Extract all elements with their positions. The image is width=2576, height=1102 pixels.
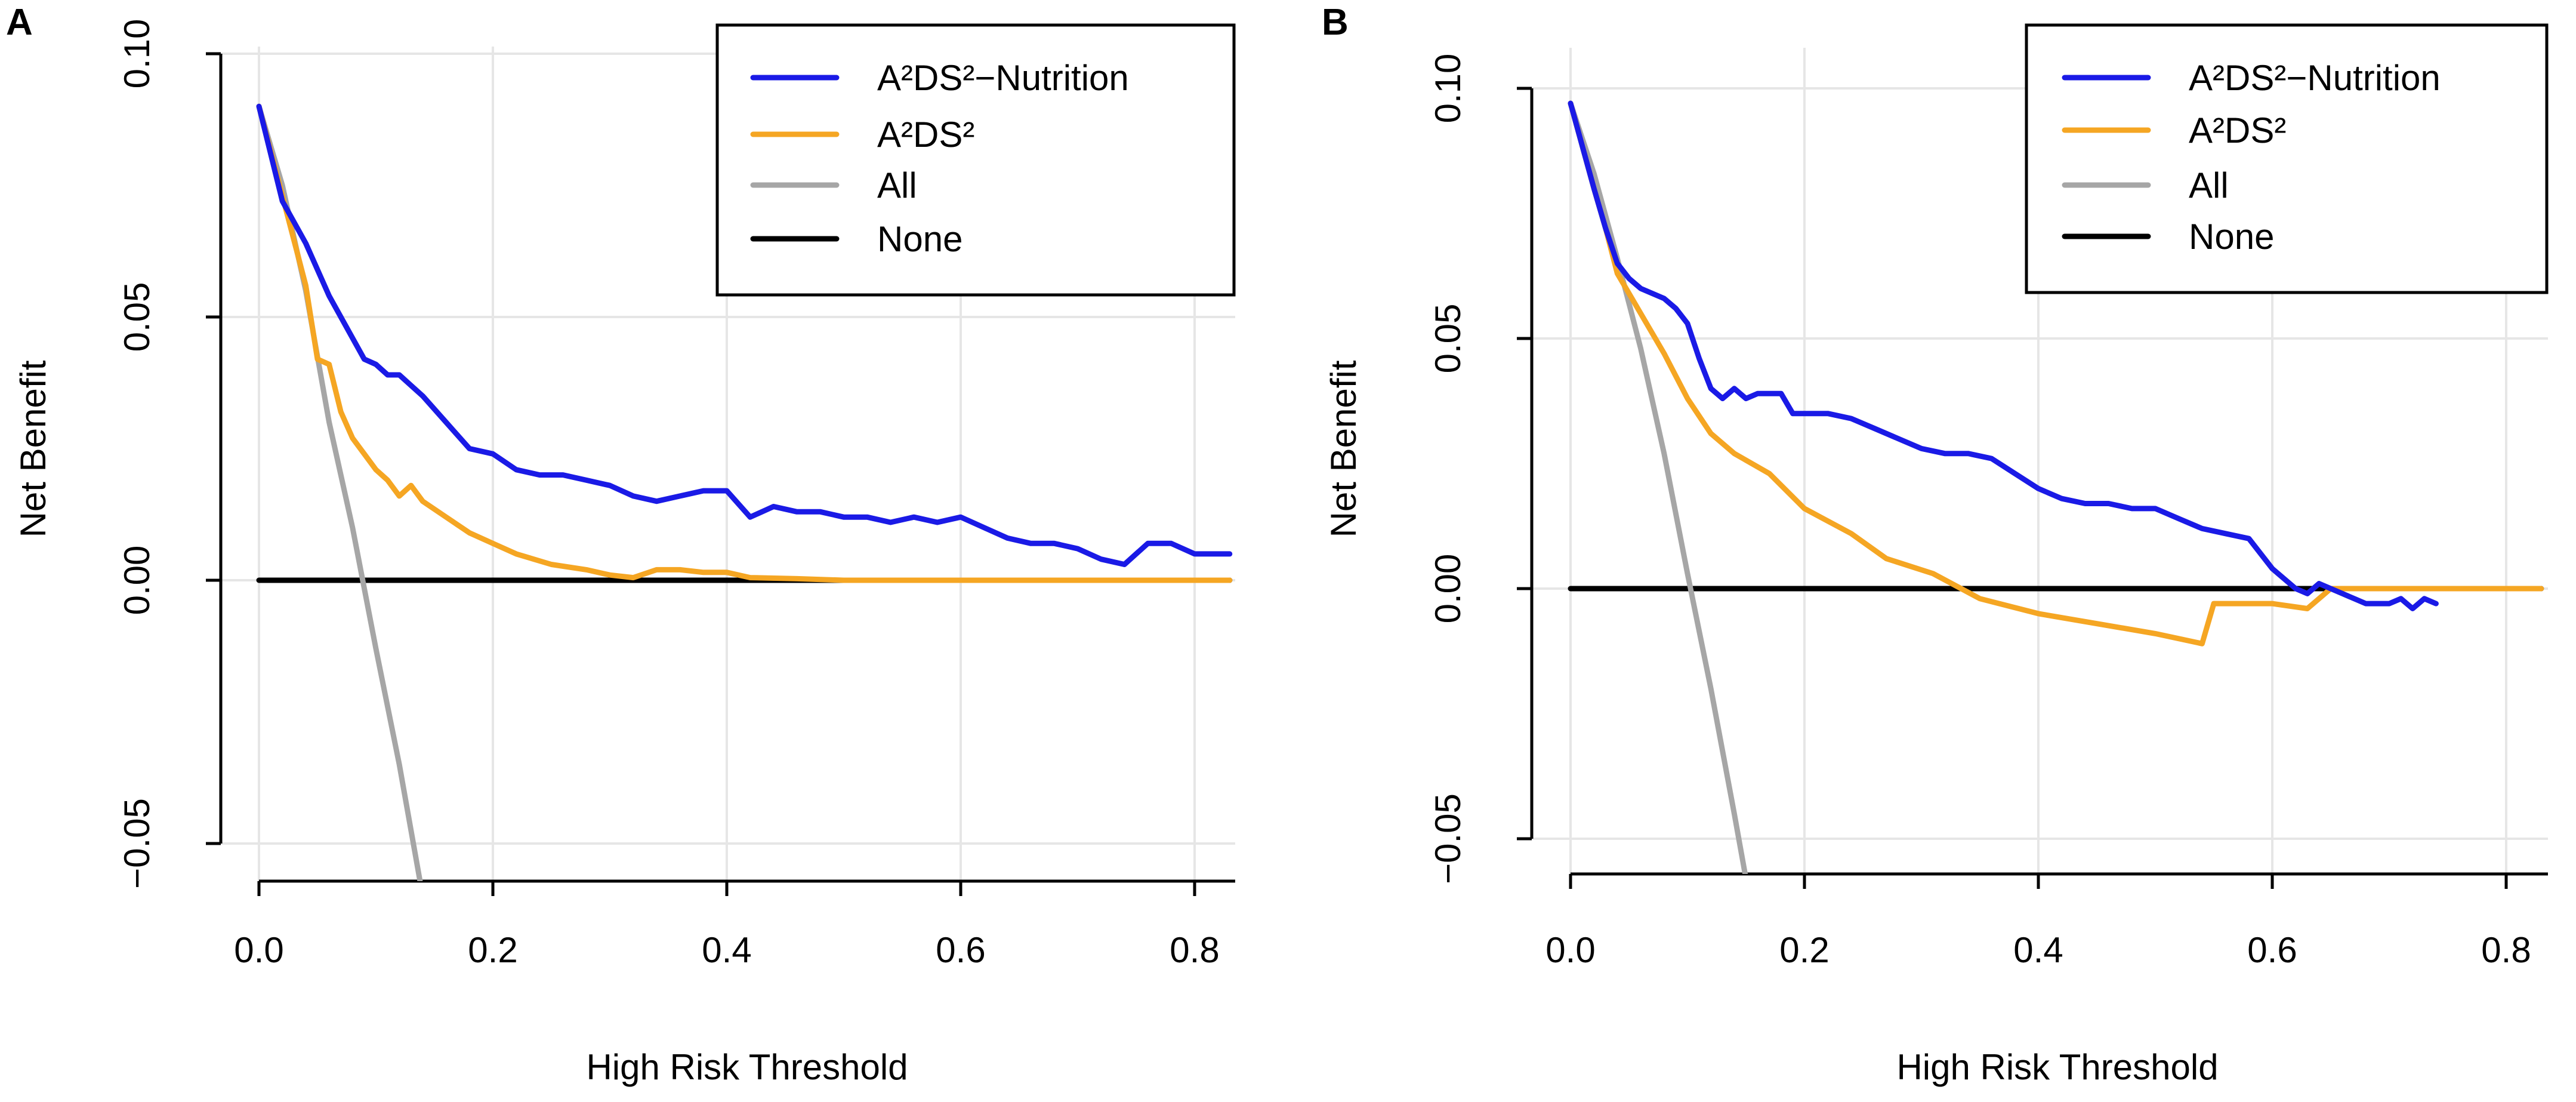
panel-b-xtick-label-04: 0.4: [2013, 930, 2063, 970]
panel-b-x-axis: 0.0 0.2 0.4 0.6 0.8 High Risk Threshold: [1545, 872, 2548, 1087]
panel-a-legend-label-nutrition: A²DS²−Nutrition: [877, 58, 1129, 98]
panel-b-legend-label-all: All: [2189, 165, 2229, 205]
panel-a-legend-label-none: None: [877, 219, 962, 259]
panel-a-xtick-label-04: 0.4: [702, 930, 751, 970]
panel-b-legend-box: [2025, 23, 2549, 294]
panel-b-series-all-line: [1568, 100, 1748, 874]
panel-a-legend: A²DS²−Nutrition A²DS² All None: [715, 23, 1236, 297]
panel-a-series-nutrition-line: [256, 103, 1233, 567]
panel-a-series-a2ds2-line: [256, 103, 1233, 583]
panel-a-x-axis: 0.0 0.2 0.4 0.6 0.8 High Risk Threshold: [234, 879, 1235, 1087]
panel-b-ytick-label-005: 0.05: [1428, 304, 1468, 374]
panel-a-ytick-label-neg005: −0.05: [117, 798, 157, 889]
panel-b-series-nutrition-line: [1568, 100, 2439, 611]
panel-a-xtick-label-08: 0.8: [1170, 930, 1219, 970]
panel-b-xtick-label-00: 0.0: [1545, 930, 1595, 970]
panel-a-ytick-label-000: 0.00: [117, 546, 157, 615]
panel-a-ytick-label-010: 0.10: [117, 19, 157, 89]
panel-b-ytick-label-000: 0.00: [1428, 554, 1468, 624]
panel-b-legend-label-none: None: [2189, 217, 2274, 257]
panel-a-ytick-label-005: 0.05: [117, 282, 157, 352]
panel-a-y-axis-title: Net Benefit: [13, 360, 53, 537]
panel-a-x-axis-title: High Risk Threshold: [586, 1047, 908, 1087]
panel-a-series-all-line: [256, 103, 423, 881]
panel-b-letter: B: [1322, 2, 1349, 43]
panel-b-xtick-label-06: 0.6: [2247, 930, 2297, 970]
panel-b-ytick-label-neg005: −0.05: [1428, 793, 1468, 884]
panel-a-letter: A: [6, 2, 33, 43]
panel-b-plot-area: [1568, 100, 2544, 874]
panel-a-plot-area: [256, 103, 1233, 881]
panel-a-xtick-label-06: 0.6: [936, 930, 985, 970]
panel-b-series-a2ds2-line: [1568, 100, 2544, 647]
panel-b-ytick-label-010: 0.10: [1428, 54, 1468, 124]
panel-a-xtick-label-02: 0.2: [468, 930, 517, 970]
panel-a-legend-label-all: All: [877, 165, 917, 205]
panel-a-legend-box: [715, 23, 1236, 297]
panel-b-y-axis: 0.10 0.05 0.00 −0.05 Net Benefit: [1324, 54, 1534, 884]
panel-b-legend: A²DS²−Nutrition A²DS² All None: [2025, 23, 2549, 294]
panel-b: B 0.10 0.05 0.00 −0.05 Net Benefit: [1322, 2, 2549, 1087]
panel-b-xtick-label-02: 0.2: [1779, 930, 1829, 970]
panel-a-y-axis: 0.10 0.05 0.00 −0.05 Net Benefit: [13, 19, 223, 889]
panel-b-legend-label-nutrition: A²DS²−Nutrition: [2189, 58, 2441, 98]
panel-a-xtick-label-00: 0.0: [234, 930, 283, 970]
panel-b-x-axis-title: High Risk Threshold: [1896, 1047, 2218, 1087]
panel-b-xtick-label-08: 0.8: [2481, 930, 2531, 970]
panel-b-y-axis-title: Net Benefit: [1324, 360, 1363, 537]
panel-b-legend-label-a2ds2: A²DS²: [2189, 110, 2286, 150]
panel-a: A 0.10 0.05 0.00 −0.05 Net Benefit: [6, 2, 1236, 1087]
panel-a-legend-label-a2ds2: A²DS²: [877, 115, 974, 155]
